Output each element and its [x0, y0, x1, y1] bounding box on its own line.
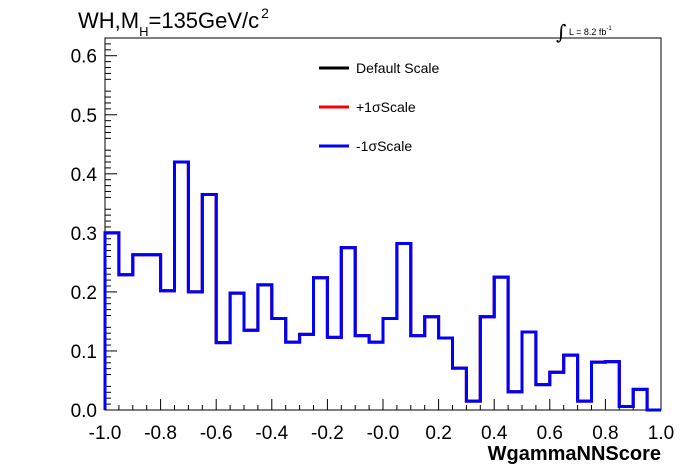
y-tick-label: 0.1	[71, 342, 97, 363]
x-tick-label: 0.2	[425, 423, 451, 444]
x-tick-label: 0.6	[537, 423, 563, 444]
x-tick-label: -0.8	[144, 423, 177, 444]
x-tick-label: 1.0	[648, 423, 674, 444]
x-tick-label: 0.4	[481, 423, 508, 444]
chart-title: WH,MH=135GeV/c 2	[78, 5, 269, 39]
x-tick-label: -0.2	[311, 423, 344, 444]
y-tick-label: 0.3	[71, 224, 97, 245]
y-tick-label: 0.5	[71, 106, 97, 127]
title-prefix: WH,M	[78, 8, 140, 33]
y-tick-label: 0.6	[71, 47, 97, 68]
y-tick-label: 0.4	[71, 165, 98, 186]
luminosity-text: L = 8.2 fb	[568, 27, 607, 37]
legend-label-1: +1σScale	[356, 99, 416, 115]
x-tick-label: -0.0	[367, 423, 400, 444]
legend: Default Scale +1σScale -1σScale	[319, 60, 439, 154]
title-suffix: =135GeV/c	[148, 8, 260, 33]
title-superscript: 2	[261, 5, 269, 21]
y-tick-label: 0.0	[71, 401, 97, 422]
integral-symbol: ∫	[556, 20, 567, 44]
luminosity-superscript: -1	[606, 26, 612, 32]
axes: -1.0 -0.8 -0.6 -0.4 -0.2 -0.0 0.2 0.4 0.6 0.8 1.0 0…	[71, 37, 674, 465]
series-layer	[103, 160, 661, 412]
legend-label-2: -1σScale	[356, 138, 412, 154]
y-tick-label: 0.2	[71, 283, 97, 304]
series-line-2	[103, 160, 661, 412]
title-subscript: H	[139, 24, 149, 39]
x-tick-label: -1.0	[89, 423, 122, 444]
x-tick-label: -0.4	[255, 423, 288, 444]
x-tick-label: 0.8	[592, 423, 618, 444]
legend-label-0: Default Scale	[356, 60, 439, 76]
x-axis-label: WgammaNNScore	[488, 443, 661, 465]
luminosity-label: ∫ L = 8.2 fb-1	[556, 16, 612, 44]
x-tick-label: -0.6	[200, 423, 233, 444]
